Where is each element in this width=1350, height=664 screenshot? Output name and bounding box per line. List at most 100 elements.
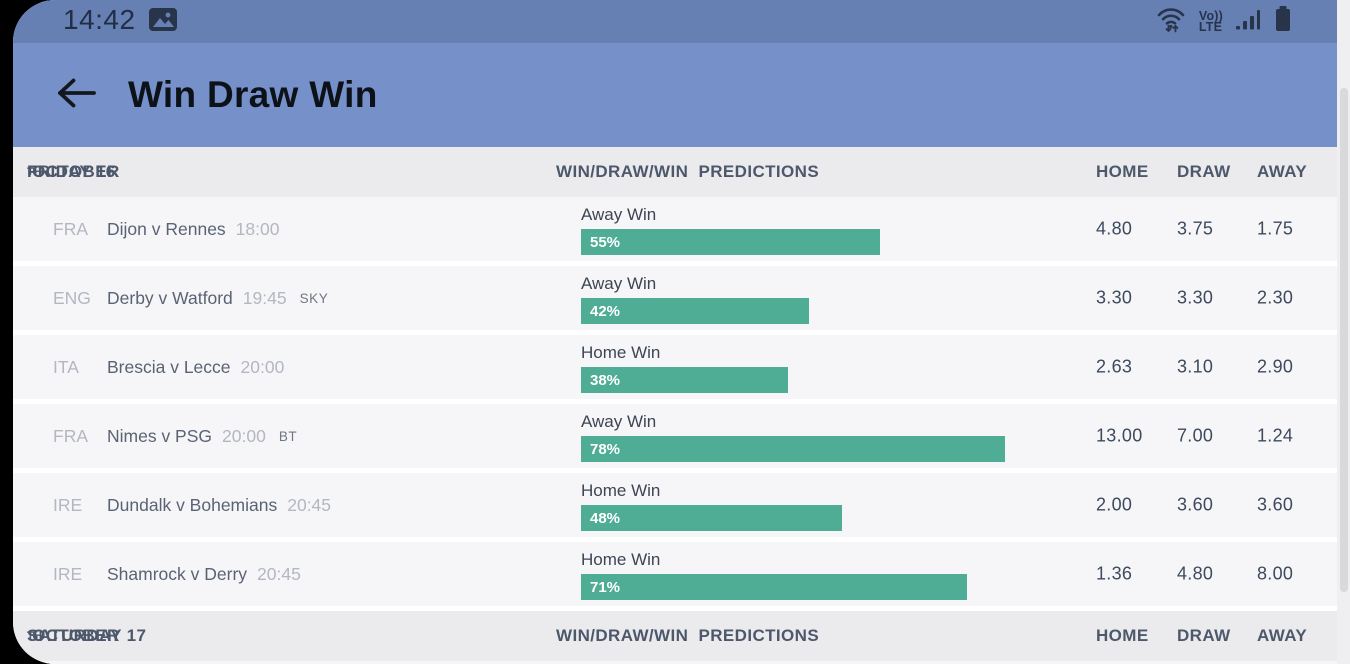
column-header-away: AWAY	[1257, 162, 1308, 181]
match-name: Nimes v PSG	[107, 425, 213, 446]
prediction-label: Away Win	[581, 274, 657, 293]
prediction-block: Home Win 71%	[581, 549, 1125, 600]
prediction-bar: 71%	[581, 574, 968, 600]
match-row-brescia-lecce[interactable]: ITA Brescia v Lecce 20:00 Home Win 38% 2.6…	[13, 335, 1337, 399]
prediction-bar: 55%	[581, 229, 881, 255]
match-info: ITA Brescia v Lecce 20:00	[53, 335, 297, 399]
prediction-block: Home Win 48%	[581, 480, 1125, 531]
kickoff-time: 18:00	[235, 218, 280, 239]
signal-icon	[1234, 6, 1262, 37]
odds-draw: 7.00	[1177, 425, 1214, 446]
kickoff-time: 20:00	[240, 356, 285, 377]
volte-icon: Vo)) LTE	[1198, 8, 1223, 34]
match-info: ENG Derby v Watford 19:45 SKY	[53, 266, 328, 330]
prediction-percent: 48%	[590, 509, 621, 527]
prediction-label: Away Win	[581, 412, 657, 431]
column-header-predictions: WIN/DRAW/WIN PREDICTIONS	[556, 626, 820, 645]
odds-away: 1.75	[1257, 218, 1294, 239]
odds-home: 2.63	[1096, 356, 1133, 377]
prediction-bar: 48%	[581, 505, 843, 531]
battery-icon	[1273, 5, 1293, 38]
odds-home: 13.00	[1096, 425, 1143, 446]
column-header-home: HOME	[1096, 626, 1149, 645]
country-code: FRA	[53, 425, 88, 446]
prediction-label: Away Win	[581, 205, 657, 224]
page-title: Win Draw Win	[128, 74, 378, 115]
prediction-label: Home Win	[581, 481, 661, 500]
section-header-friday: FRIDAY 16 TH OCTOBER WIN/DRAW/WIN PREDICT…	[13, 147, 1337, 197]
status-bar: 14:42	[13, 0, 1337, 43]
prediction-label: Home Win	[581, 550, 661, 569]
prediction-block: Away Win 78%	[581, 411, 1125, 462]
odds-away: 1.24	[1257, 425, 1294, 446]
tv-tag: BT	[278, 428, 298, 444]
match-row-shamrock-derry[interactable]: IRE Shamrock v Derry 20:45 Home Win 71% 1.…	[13, 542, 1337, 606]
prediction-percent: 38%	[590, 371, 621, 389]
scrollbar-track[interactable]	[1337, 0, 1350, 664]
match-info: FRA Nimes v PSG 20:00 BT	[53, 404, 297, 468]
tv-tag: SKY	[299, 290, 329, 306]
match-name: Brescia v Lecce	[107, 356, 231, 377]
prediction-percent: 71%	[590, 578, 621, 596]
prediction-block: Home Win 38%	[581, 342, 1125, 393]
prediction-bar: 78%	[581, 436, 1006, 462]
match-name: Derby v Watford	[107, 287, 233, 308]
date-ordinal: TH	[27, 166, 43, 178]
match-row-dijon-rennes[interactable]: FRA Dijon v Rennes 18:00 Away Win 55% 4.80…	[13, 197, 1337, 261]
country-code: FRA	[53, 218, 88, 239]
kickoff-time: 20:45	[257, 563, 301, 584]
column-header-draw: DRAW	[1177, 626, 1231, 645]
left-arrow-icon	[54, 75, 98, 116]
kickoff-time: 20:45	[287, 494, 332, 515]
prediction-percent: 55%	[590, 233, 621, 251]
prediction-percent: 78%	[590, 440, 621, 458]
odds-away: 2.90	[1257, 356, 1294, 377]
odds-draw: 3.10	[1177, 356, 1214, 377]
app-bar: Win Draw Win	[13, 43, 1337, 147]
prediction-percent: 42%	[590, 302, 621, 320]
clock: 14:42	[63, 4, 136, 35]
prediction-bar: 42%	[581, 298, 810, 324]
column-header-home: HOME	[1096, 162, 1149, 181]
image-icon	[148, 7, 178, 37]
prediction-label: Home Win	[581, 343, 661, 362]
odds-draw: 3.30	[1177, 287, 1214, 308]
prediction-block: Away Win 42%	[581, 273, 1125, 324]
odds-draw: 3.60	[1177, 494, 1214, 515]
wifi-icon	[1156, 5, 1188, 38]
odds-away: 2.30	[1257, 287, 1294, 308]
app-screen: 14:42	[13, 0, 1337, 664]
country-code: IRE	[53, 563, 83, 584]
odds-away: 3.60	[1257, 494, 1294, 515]
section-header-saturday: SATURDAY 17 TH OCTOBER WIN/DRAW/WIN PREDI…	[13, 611, 1337, 661]
column-header-predictions: WIN/DRAW/WIN PREDICTIONS	[556, 162, 820, 181]
kickoff-time: 20:00	[222, 425, 266, 446]
scrollbar-thumb[interactable]	[1340, 88, 1348, 592]
country-code: IRE	[53, 494, 83, 515]
match-row-nimes-psg[interactable]: FRA Nimes v PSG 20:00 BT Away Win 78% 13.00…	[13, 404, 1337, 468]
status-bar-left: 14:42	[63, 4, 178, 37]
match-row-dundalk-bohemians[interactable]: IRE Dundalk v Bohemians 20:45 Home Win 48%…	[13, 473, 1337, 537]
match-name: Dijon v Rennes	[107, 218, 226, 239]
odds-home: 2.00	[1096, 494, 1133, 515]
column-header-draw: DRAW	[1177, 162, 1231, 181]
match-info: IRE Shamrock v Derry 20:45	[53, 542, 314, 606]
column-header-away: AWAY	[1257, 626, 1308, 645]
prediction-block: Away Win 55%	[581, 204, 1125, 255]
match-info: IRE Dundalk v Bohemians 20:45	[53, 473, 344, 537]
odds-home: 4.80	[1096, 218, 1133, 239]
match-row-derby-watford[interactable]: ENG Derby v Watford 19:45 SKY Away Win 42% …	[13, 266, 1337, 330]
odds-draw: 4.80	[1177, 563, 1214, 584]
back-button[interactable]	[48, 67, 104, 123]
prediction-bar: 38%	[581, 367, 788, 393]
match-info: FRA Dijon v Rennes 18:00	[53, 197, 292, 261]
kickoff-time: 19:45	[242, 287, 287, 308]
next-row-sliver	[13, 661, 1337, 664]
status-bar-right: Vo)) LTE	[1156, 5, 1293, 38]
match-name: Dundalk v Bohemians	[107, 494, 278, 515]
match-name: Shamrock v Derry	[107, 563, 248, 584]
odds-away: 8.00	[1257, 563, 1294, 584]
date-ordinal: TH	[27, 630, 43, 642]
country-code: ITA	[53, 356, 79, 377]
odds-home: 1.36	[1096, 563, 1133, 584]
